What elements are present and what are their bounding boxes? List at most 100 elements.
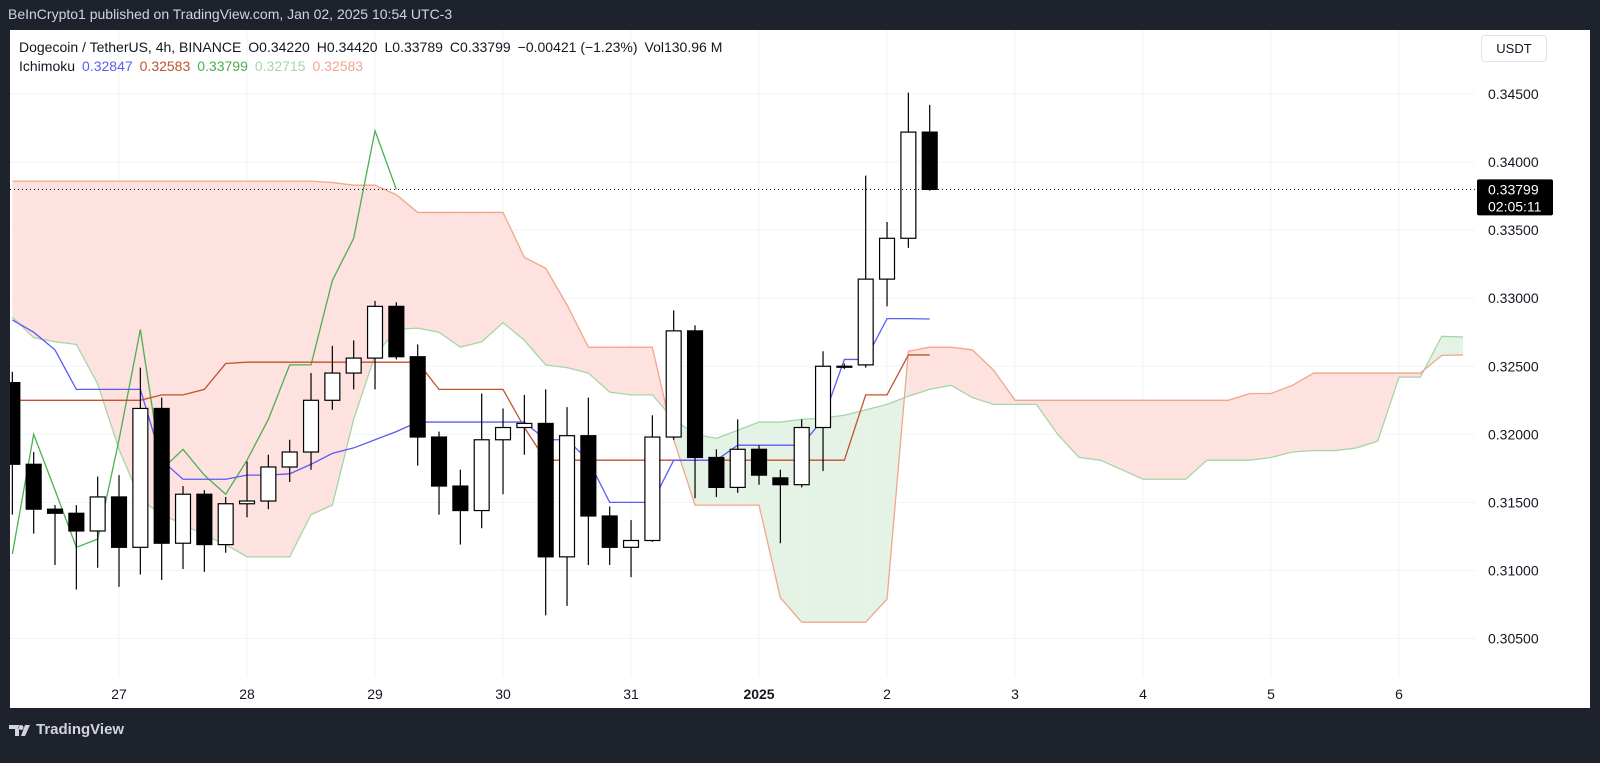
cloud-fill (417, 212, 440, 333)
candle-body (430, 436, 448, 487)
candle-body (366, 305, 384, 359)
candle-body (622, 539, 640, 548)
cloud-fill (1100, 400, 1122, 470)
candle-body (537, 422, 554, 558)
cloud-fill (545, 268, 568, 368)
y-tick-label: 0.31000 (1488, 562, 1539, 578)
candle-body (921, 131, 938, 191)
cloud-fill (567, 304, 589, 374)
indicator-line (12, 354, 930, 461)
candle-body (878, 237, 896, 280)
indicator-value: 0.32847 (82, 58, 133, 74)
cloud-fill (396, 194, 418, 330)
cloud-fill (33, 181, 56, 342)
candle-body (644, 436, 661, 542)
candle-body (302, 399, 320, 453)
cloud-fill (929, 347, 952, 390)
cloud-fill (1185, 400, 1208, 480)
cloud-fill (588, 347, 610, 393)
y-tick-label: 0.32500 (1488, 358, 1539, 374)
cloud-fill (908, 347, 930, 397)
ohlc-field: −0.00421 (−1.23%) (517, 39, 638, 55)
cloud-fill (1228, 393, 1250, 461)
candle-body (260, 466, 277, 502)
plot: 0.30500 0.31000 0.31500 0.32000 0.32500 0.330… (10, 30, 1553, 702)
cloud-fill (1057, 400, 1080, 458)
candle-body (558, 435, 576, 558)
symbol: Dogecoin / TetherUS, 4h, BINANCE (19, 39, 242, 55)
candle-body (217, 503, 234, 546)
candle-body (25, 463, 42, 510)
symbol-legend: Dogecoin / TetherUS, 4h, BINANCE O0.34220… (19, 39, 736, 55)
y-tick-label: 0.34000 (1488, 154, 1539, 170)
candle-body (345, 357, 362, 374)
y-tick-label: 0.33000 (1488, 290, 1539, 306)
candle-body (46, 508, 64, 514)
candle-body (857, 278, 874, 366)
brand-logo (9, 725, 30, 736)
indicator-value: 0.32583 (139, 58, 191, 74)
candle-body (516, 422, 533, 429)
candle-body (281, 451, 298, 468)
ohlc-field: O0.34220 (248, 39, 310, 55)
cloud-fill (183, 181, 205, 536)
candle-body (686, 330, 704, 459)
candle-body (110, 496, 128, 548)
candle-body (89, 496, 106, 532)
cloud-fill (1207, 400, 1229, 461)
x-tick-label: 31 (623, 686, 639, 702)
cloud-fill (1292, 373, 1314, 453)
x-tick-label: 6 (1395, 686, 1403, 702)
indicator-values: 0.32847 0.32583 0.33799 0.32715 0.32583 (82, 58, 370, 74)
cloud-fill (1313, 373, 1336, 451)
cloud-fill (844, 409, 866, 623)
cloud-fill (503, 212, 525, 341)
candle-body (665, 330, 682, 438)
candle-body (473, 439, 490, 512)
cloud-fill (225, 181, 248, 557)
cloud-fill (311, 181, 333, 515)
indicator-line (12, 180, 1464, 623)
candle-body (68, 512, 85, 532)
candle-body (132, 407, 149, 548)
candle-body (388, 305, 405, 358)
cloud-fill (1335, 373, 1357, 451)
cloud-fill (12, 181, 34, 338)
ohlc-legend: O0.34220 H0.34420 L0.33789 C0.33799 −0.00421… (248, 39, 729, 55)
indicator-name: Ichimoku (19, 58, 76, 74)
x-tick-label: 4 (1139, 686, 1147, 702)
cloud-fill (439, 212, 461, 348)
candle-body (174, 493, 192, 544)
cloud-fill (951, 347, 973, 398)
ohlc-field: Vol130.96 M (644, 39, 723, 55)
x-tick-label: 27 (111, 686, 127, 702)
plot-area (10, 30, 1475, 678)
indicator-value: 0.33799 (197, 58, 248, 74)
cloud-fill (865, 404, 888, 623)
cloud-fill (289, 181, 312, 557)
x-tick-label: 2025 (743, 686, 774, 702)
y-tick-label: 0.30500 (1488, 631, 1539, 647)
candle-body (153, 407, 170, 544)
cloud-fill (332, 182, 354, 506)
ohlc-field: C0.33799 (449, 39, 511, 55)
cloud-fill (204, 181, 226, 545)
cloud-fill (1121, 400, 1144, 480)
cloud-fill (481, 212, 504, 342)
currency-button[interactable]: USDT (1481, 35, 1547, 62)
y-tick-label: 0.34500 (1488, 86, 1539, 102)
cloud-fill (1399, 373, 1421, 378)
cloud-fill (1356, 373, 1378, 448)
cloud-fill (823, 415, 845, 623)
cloud-fill (1164, 400, 1186, 480)
candle-body (793, 426, 810, 486)
cloud-fill (972, 349, 994, 405)
cloud-fill (1441, 336, 1464, 356)
ohlc-field: L0.33789 (384, 39, 443, 55)
candle-body (452, 485, 469, 512)
candle-body (196, 493, 213, 546)
indicator-value: 0.32583 (312, 58, 364, 74)
indicator-legend: Ichimoku 0.32847 0.32583 0.33799 0.32715 0.32… (19, 58, 377, 74)
candle-body (772, 477, 789, 486)
